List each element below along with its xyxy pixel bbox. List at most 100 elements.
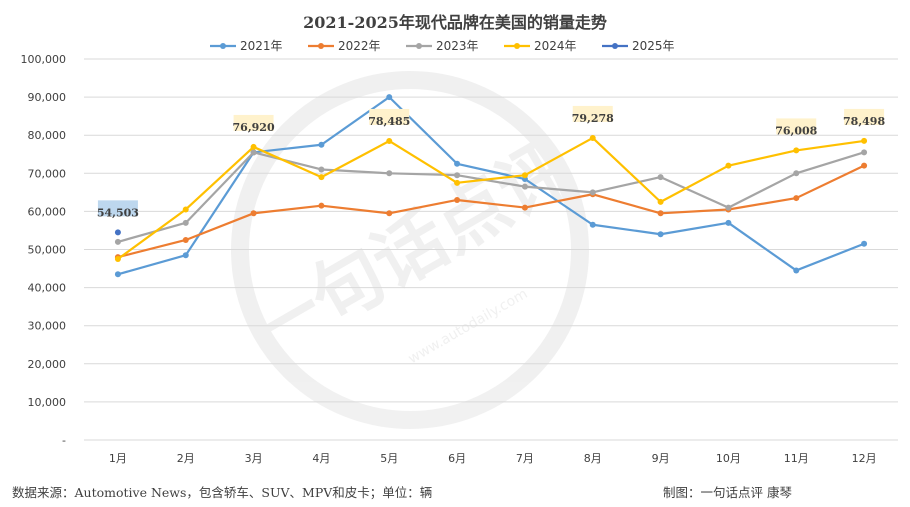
y-tick-label: 20,000 — [28, 358, 67, 371]
x-tick-label: 4月 — [312, 452, 330, 465]
x-tick-label: 8月 — [584, 452, 602, 465]
data-point — [318, 174, 325, 181]
footer-credit: 制图：一句话点评 康琴 — [663, 485, 792, 500]
y-tick-label: 30,000 — [28, 320, 67, 333]
legend-label: 2025年 — [632, 39, 675, 53]
data-point — [589, 134, 596, 141]
legend-marker — [612, 43, 618, 49]
data-point — [454, 196, 461, 203]
data-point — [114, 238, 121, 245]
data-point — [318, 202, 325, 209]
legend-label: 2023年 — [436, 39, 479, 53]
x-tick-label: 10月 — [716, 452, 741, 465]
legend-marker — [514, 43, 520, 49]
x-axis: 1月 2月 3月 4月 5月 6月 7月 8月 9月 10月 11月 12月 — [109, 452, 877, 465]
legend: 2021年 2022年 2023年 2024年 2025年 — [210, 39, 675, 53]
series-layer — [114, 94, 868, 278]
data-labels: 54,503 76,920 78,485 79,278 76,008 78,498 — [97, 105, 885, 219]
data-label: 76,008 — [775, 118, 818, 137]
series-line-0 — [117, 95, 865, 276]
data-point — [861, 149, 868, 156]
data-point — [182, 206, 189, 213]
x-tick-label: 5月 — [380, 452, 398, 465]
data-label-text: 78,485 — [368, 115, 410, 128]
x-tick-label: 9月 — [652, 452, 670, 465]
data-label-text: 79,278 — [572, 112, 614, 125]
y-tick-label: 50,000 — [28, 244, 67, 257]
series-line-3 — [117, 136, 865, 260]
x-tick-label: 3月 — [245, 452, 263, 465]
x-tick-label: 7月 — [516, 452, 534, 465]
data-point — [657, 210, 664, 217]
data-point — [725, 219, 732, 226]
data-point — [454, 172, 461, 179]
data-point — [793, 170, 800, 177]
y-tick-label: 70,000 — [28, 167, 67, 180]
x-tick-label: 2月 — [177, 452, 195, 465]
data-point — [793, 267, 800, 274]
data-point — [793, 147, 800, 154]
legend-marker — [318, 43, 324, 49]
data-point — [521, 183, 528, 190]
chart-title: 2021-2025年现代品牌在美国的销量走势 — [303, 13, 607, 32]
data-point — [386, 137, 393, 144]
data-point — [861, 137, 868, 144]
data-label: 78,485 — [368, 108, 410, 128]
data-point — [589, 221, 596, 228]
data-label: 79,278 — [572, 105, 614, 125]
data-label-text: 78,498 — [843, 115, 885, 128]
series-line-2 — [117, 151, 865, 243]
y-axis: 100,000 90,000 80,000 70,000 60,000 50,000 40,… — [21, 53, 67, 447]
x-tick-label: 12月 — [852, 452, 877, 465]
data-point — [657, 174, 664, 181]
data-label-bg — [233, 114, 274, 131]
data-point — [182, 252, 189, 259]
data-label: 76,920 — [233, 114, 275, 134]
data-point — [182, 236, 189, 243]
y-tick-label: 10,000 — [28, 396, 67, 409]
series-line-1 — [117, 164, 865, 259]
gridlines — [84, 58, 898, 441]
data-point — [114, 229, 121, 236]
data-point — [657, 198, 664, 205]
x-tick-label: 11月 — [784, 452, 809, 465]
data-label-text: 76,920 — [233, 121, 275, 134]
y-tick-label: - — [62, 434, 66, 447]
data-point — [250, 143, 257, 150]
data-point — [454, 179, 461, 186]
y-tick-label: 60,000 — [28, 205, 67, 218]
y-tick-label: 90,000 — [28, 91, 67, 104]
data-point — [250, 210, 257, 217]
data-point — [657, 231, 664, 238]
data-point — [589, 189, 596, 196]
data-label-bg — [369, 108, 410, 125]
data-point — [861, 162, 868, 169]
data-point — [114, 256, 121, 263]
data-point — [861, 240, 868, 247]
data-label-bg — [97, 200, 138, 217]
legend-label: 2022年 — [338, 39, 381, 53]
data-point — [725, 204, 732, 211]
data-point — [386, 170, 393, 177]
data-point — [793, 195, 800, 202]
data-point — [250, 149, 257, 156]
footer-source: 数据来源：Automotive News，包含轿车、SUV、MPV和皮卡；单位：… — [12, 485, 432, 500]
legend-label: 2021年 — [240, 39, 283, 53]
watermark-url: www.autodaily.com — [406, 286, 531, 367]
data-point — [521, 172, 528, 179]
data-point — [318, 141, 325, 148]
legend-marker — [416, 43, 422, 49]
data-label-bg — [844, 108, 885, 125]
data-label-bg — [776, 118, 817, 135]
y-tick-label: 100,000 — [21, 53, 67, 66]
data-label-bg — [572, 105, 613, 122]
data-label: 78,498 — [843, 108, 885, 128]
data-point — [521, 204, 528, 211]
data-label-text: 76,008 — [775, 124, 817, 137]
x-tick-label: 6月 — [448, 452, 466, 465]
x-tick-label: 1月 — [109, 452, 127, 465]
data-point — [386, 210, 393, 217]
data-point — [386, 94, 393, 101]
data-point — [454, 160, 461, 167]
